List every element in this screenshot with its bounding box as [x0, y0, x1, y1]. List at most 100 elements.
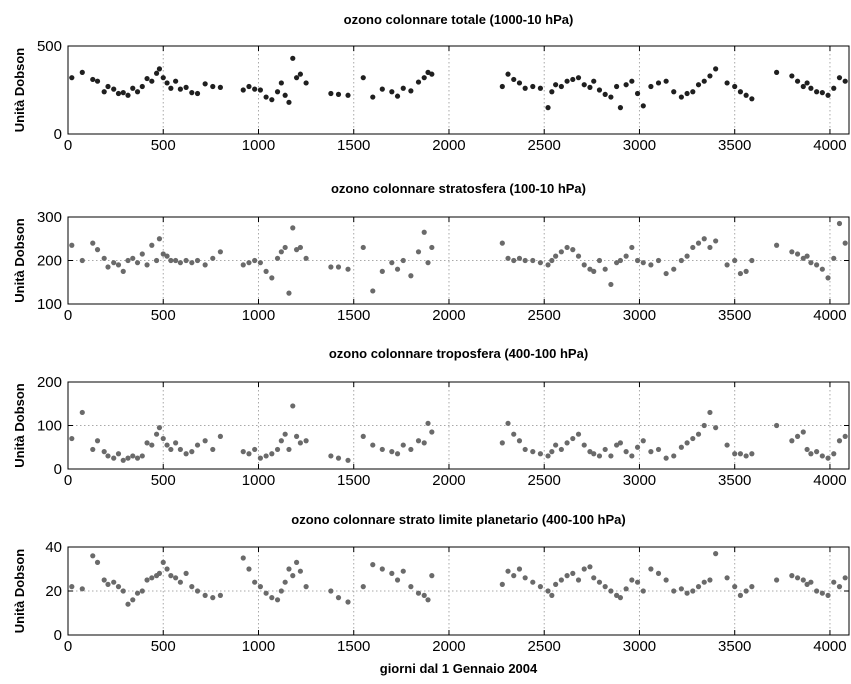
data-point [429, 429, 435, 435]
data-point [732, 257, 738, 264]
data-point [804, 581, 810, 588]
data-point [360, 433, 366, 439]
data-point [90, 446, 96, 453]
data-point [690, 244, 696, 251]
data-point [394, 266, 401, 272]
data-point [545, 262, 551, 268]
data-point [516, 255, 523, 261]
data-point [429, 244, 435, 251]
data-point [115, 262, 122, 268]
data-point [120, 588, 126, 594]
data-point [389, 89, 395, 95]
data-point [678, 94, 684, 100]
data-point [499, 440, 505, 446]
data-point [90, 76, 96, 83]
data-point [789, 573, 795, 579]
data-point [389, 449, 395, 455]
data-point [629, 244, 635, 251]
data-point [800, 255, 806, 261]
data-point [345, 457, 351, 463]
data-point [558, 83, 564, 90]
data-point [69, 435, 75, 442]
data-point [257, 455, 263, 461]
y-tick-label: 100 [37, 296, 62, 313]
x-tick-label: 500 [151, 638, 176, 655]
data-point [189, 260, 195, 266]
data-point [408, 446, 414, 453]
data-point [814, 588, 820, 594]
data-point [160, 559, 166, 566]
data-point [278, 249, 284, 255]
data-point [217, 592, 223, 599]
x-tick-label: 1500 [337, 137, 370, 154]
data-point [640, 588, 646, 594]
data-point [297, 71, 303, 77]
x-tick-label: 4000 [813, 472, 846, 489]
data-point [749, 257, 755, 264]
x-tick-label: 3000 [623, 472, 656, 489]
data-point [842, 78, 848, 84]
data-point [814, 89, 820, 95]
data-point [125, 92, 131, 98]
data-point [819, 90, 825, 96]
data-point [173, 78, 179, 84]
data-point [120, 268, 126, 274]
data-point [303, 438, 309, 444]
data-point [581, 566, 587, 572]
data-point [168, 257, 174, 264]
chart-title: ozono colonnare troposfera (400-100 hPa) [329, 346, 588, 361]
data-point [505, 255, 511, 261]
data-point [177, 260, 183, 266]
data-point [210, 83, 216, 90]
data-point [400, 85, 406, 91]
y-tick-label: 40 [45, 539, 62, 556]
data-point [90, 553, 96, 559]
data-point [537, 451, 544, 457]
data-point [379, 268, 385, 274]
data-point [842, 240, 848, 246]
data-point [724, 262, 730, 268]
x-tick-label: 3000 [623, 638, 656, 655]
data-point [743, 588, 749, 594]
data-point [130, 597, 136, 603]
data-point [564, 78, 570, 84]
data-point [400, 442, 406, 448]
data-point [530, 449, 536, 455]
data-point [408, 584, 414, 590]
data-point [389, 260, 395, 266]
chart-panel-4: ozono colonnare strato limite planetario… [12, 512, 850, 676]
data-point [581, 262, 587, 268]
data-point [732, 584, 738, 590]
data-point [564, 244, 570, 251]
data-point [545, 588, 551, 594]
data-point [558, 577, 564, 583]
data-point [101, 577, 107, 583]
data-point [623, 449, 629, 455]
data-series [69, 220, 848, 296]
data-point [345, 266, 351, 272]
data-point [617, 257, 624, 264]
data-point [278, 80, 284, 86]
y-tick-label: 0 [54, 627, 62, 644]
data-point [743, 92, 749, 98]
data-point [684, 440, 690, 446]
data-point [663, 270, 669, 277]
data-point [701, 78, 707, 84]
data-point [836, 584, 843, 590]
data-point [415, 590, 422, 596]
data-point [808, 260, 814, 266]
x-tick-label: 2000 [432, 307, 465, 324]
data-point [737, 89, 744, 95]
data-point [608, 94, 614, 100]
data-point [130, 85, 136, 91]
y-axis-label: Unità Dobson [12, 48, 27, 133]
data-point [217, 433, 223, 439]
data-point [263, 453, 269, 459]
data-point [690, 89, 696, 95]
data-point [663, 78, 669, 84]
data-point [836, 220, 843, 227]
data-point [269, 97, 275, 103]
data-point [678, 444, 684, 450]
data-point [537, 85, 544, 91]
data-point [335, 595, 342, 601]
